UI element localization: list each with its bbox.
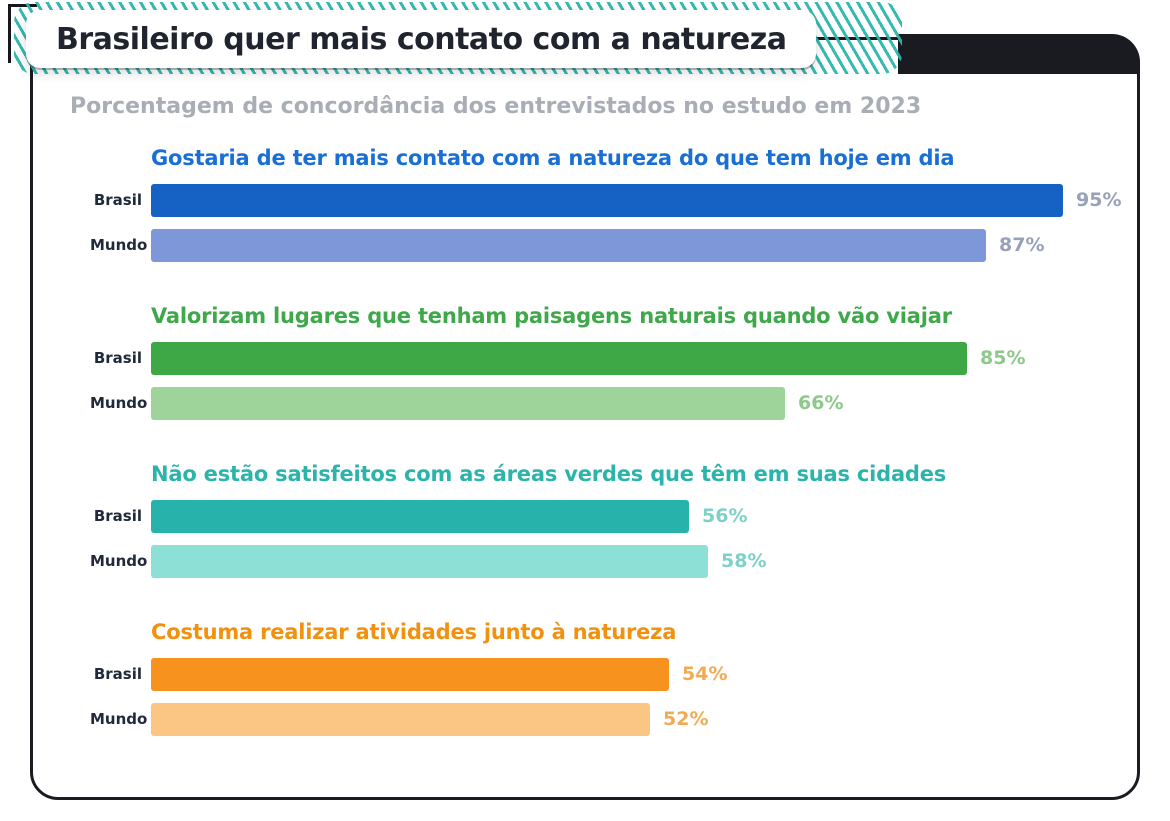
bar [151,657,669,691]
bar-row: Mundo 66% [90,386,1150,420]
bar-label: Mundo [90,552,148,570]
bar-row: Brasil 85% [90,341,1150,375]
bar [151,386,785,420]
group-rows: Brasil 56% Mundo 58% [90,499,1150,578]
group-heading: Valorizam lugares que tenham paisagens n… [151,304,952,328]
bar [151,544,708,578]
group-heading: Gostaria de ter mais contato com a natur… [151,146,955,170]
bar-label: Brasil [93,507,142,525]
bar-row: Brasil 56% [90,499,1150,533]
bar-chart: Gostaria de ter mais contato com a natur… [90,146,1150,778]
bar-value: 56% [702,505,748,527]
page-title: Brasileiro quer mais contato com a natur… [56,21,787,57]
bar-value: 54% [682,663,728,685]
bar-label: Brasil [93,665,142,683]
chart-group: Gostaria de ter mais contato com a natur… [90,146,1150,262]
bar-value: 58% [721,550,767,572]
group-rows: Brasil 85% Mundo 66% [90,341,1150,420]
bar-value: 95% [1076,189,1122,211]
bar-value: 87% [999,234,1045,256]
bar-label: Brasil [93,191,142,209]
bar-value: 85% [980,347,1026,369]
chart-subtitle: Porcentagem de concordância dos entrevis… [70,94,922,119]
bar-row: Mundo 58% [90,544,1150,578]
bar [151,341,967,375]
group-rows: Brasil 95% Mundo 87% [90,183,1150,262]
chart-group: Valorizam lugares que tenham paisagens n… [90,304,1150,420]
bar [151,183,1063,217]
bar-row: Mundo 87% [90,228,1150,262]
group-rows: Brasil 54% Mundo 52% [90,657,1150,736]
bar [151,228,986,262]
bar-label: Brasil [93,349,142,367]
frame-top-right-band [898,34,1140,74]
bar-row: Mundo 52% [90,702,1150,736]
bar-label: Mundo [90,710,148,728]
bar [151,499,689,533]
bar-value: 66% [798,392,844,414]
chart-group: Não estão satisfeitos com as áreas verde… [90,462,1150,578]
bar-row: Brasil 54% [90,657,1150,691]
group-heading: Costuma realizar atividades junto à natu… [151,620,677,644]
bar-label: Mundo [90,394,148,412]
bar-value: 52% [663,708,709,730]
group-heading: Não estão satisfeitos com as áreas verde… [151,462,947,486]
bar-label: Mundo [90,236,148,254]
chart-group: Costuma realizar atividades junto à natu… [90,620,1150,736]
bar [151,702,650,736]
bar-row: Brasil 95% [90,183,1150,217]
title-card: Brasileiro quer mais contato com a natur… [26,10,817,68]
